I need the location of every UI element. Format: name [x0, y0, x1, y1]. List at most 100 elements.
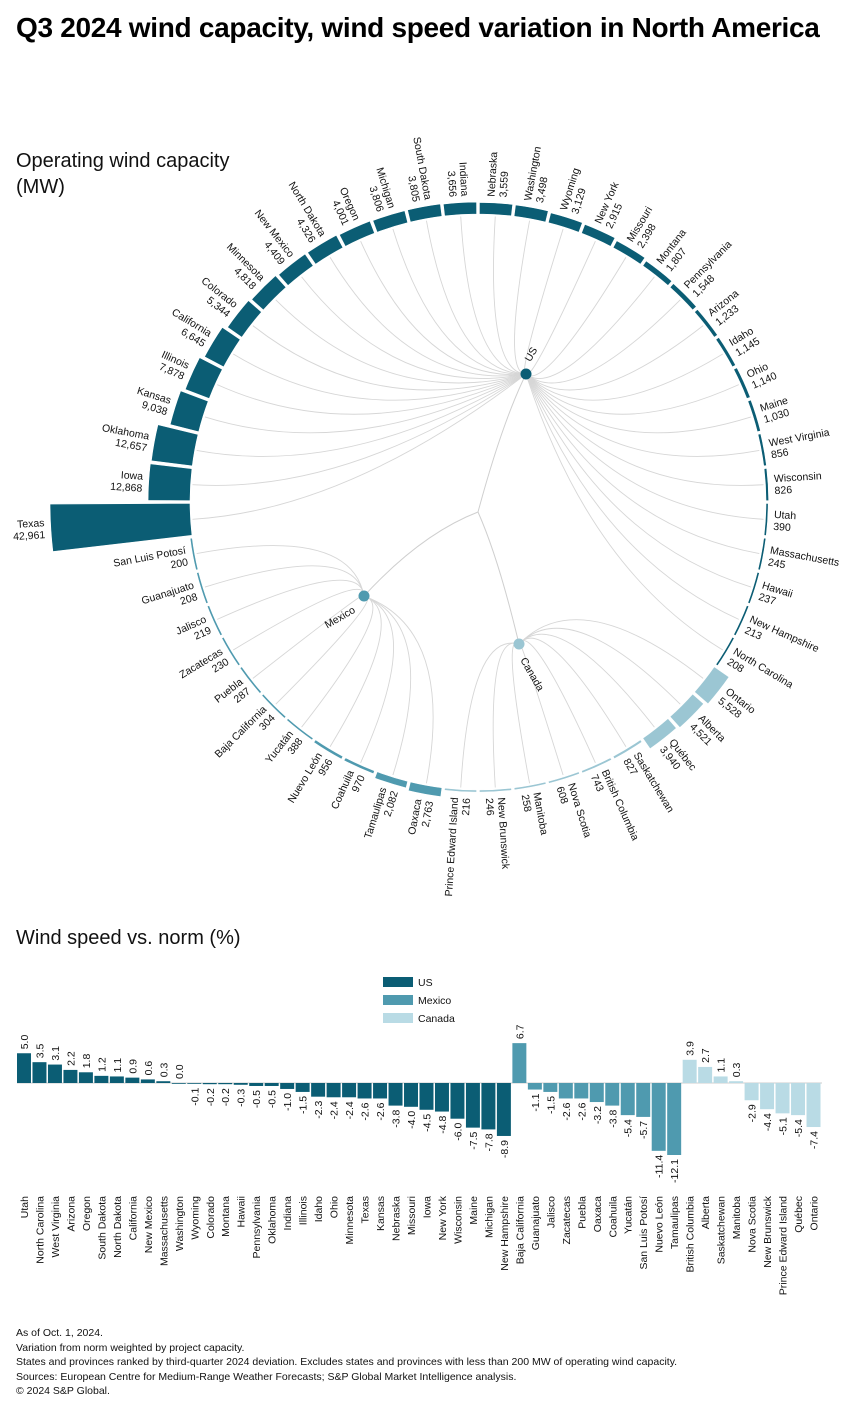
deviation-bar-yucatan — [620, 1083, 635, 1116]
link-utah — [525, 373, 764, 520]
value-label-oregon: 1.8 — [81, 1054, 93, 1069]
capacity-bar-south-dakota — [407, 203, 443, 223]
link-prince-edward-island — [460, 642, 520, 788]
node-us — [520, 368, 532, 380]
value-label-tamaulipas: -12.1 — [669, 1159, 681, 1183]
category-label-south-dakota: South Dakota — [96, 1196, 108, 1260]
capacity-bar-wyoming — [547, 212, 583, 233]
link-nuevo-leon — [329, 595, 382, 747]
capacity-label-name: Iowa — [120, 469, 143, 482]
value-label-arizona: 2.2 — [65, 1051, 77, 1066]
category-label-oaxaca: Oaxaca — [592, 1196, 604, 1232]
category-label-iowa: Iowa — [422, 1196, 434, 1218]
link-north-carolina — [525, 373, 723, 651]
value-label-north-carolina: 3.5 — [35, 1043, 47, 1058]
deviation-bar-ohio — [326, 1083, 341, 1098]
category-label-illinois: Illinois — [298, 1196, 310, 1225]
capacity-bar-massachusetts — [757, 537, 767, 571]
value-label-kansas: -2.6 — [375, 1102, 387, 1120]
capacity-label-value: 42,961 — [13, 529, 46, 543]
value-label-british-columbia: 3.9 — [685, 1041, 697, 1056]
capacity-bar-north-dakota — [307, 234, 344, 265]
link-colorado — [252, 325, 527, 391]
value-label-minnesota: -2.4 — [344, 1101, 356, 1119]
capacity-label-value: 200 — [170, 556, 190, 571]
capacity-bar-iowa — [147, 463, 193, 501]
deviation-bar-baja-california — [512, 1043, 527, 1083]
category-label-prince-edward-island: Prince Edward Island — [778, 1196, 790, 1295]
capacity-label-value: 12,657 — [114, 437, 148, 455]
category-label-manitoba: Manitoba — [731, 1196, 743, 1239]
deviation-bar-hawaii — [233, 1083, 248, 1085]
capacity-label-name: New Brunswick — [495, 797, 511, 870]
value-label-wisconsin: -6.0 — [453, 1123, 465, 1141]
node-label-canada: Canada — [517, 656, 546, 694]
deviation-bar-new-hampshire — [496, 1083, 511, 1136]
value-label-ontario: -7.4 — [809, 1131, 821, 1149]
capacity-bar-saskatchewan — [612, 739, 643, 760]
capacity-bar-alberta — [669, 693, 705, 729]
link-indiana — [460, 216, 527, 375]
link-hawaii — [525, 373, 752, 588]
value-label-hawaii: -0.3 — [236, 1089, 248, 1107]
capacity-bar-arizona — [694, 308, 718, 338]
footer-line: © 2024 S&P Global. — [16, 1385, 110, 1397]
link-pennsylvania — [525, 299, 681, 384]
category-label-utah: Utah — [19, 1196, 31, 1218]
capacity-bar-pennsylvania — [669, 283, 697, 311]
deviation-bar-maine — [465, 1083, 480, 1128]
deviation-bar-north-dakota — [109, 1076, 124, 1083]
value-label-saskatchewan: 1.1 — [716, 1058, 728, 1073]
capacity-bar-zacatecas — [221, 636, 241, 667]
legend-swatch-us — [383, 977, 413, 987]
deviation-bar-tamaulipas — [667, 1083, 682, 1155]
capacity-label-value: 3,559 — [497, 171, 511, 198]
capacity-label-value: 3,656 — [445, 170, 459, 197]
category-label-colorado: Colorado — [205, 1196, 217, 1239]
category-label-new-mexico: New Mexico — [143, 1196, 155, 1253]
category-label-british-columbia: British Columbia — [685, 1196, 697, 1273]
capacity-bar-missouri — [612, 240, 646, 265]
link-alberta — [518, 627, 681, 705]
category-label-wyoming: Wyoming — [189, 1196, 201, 1240]
category-label-arizona: Arizona — [65, 1196, 77, 1232]
capacity-bar-puebla — [239, 666, 262, 694]
capacity-bar-prince-edward-island — [444, 787, 477, 793]
value-label-maine: -7.5 — [468, 1131, 480, 1149]
deviation-bar-michigan — [481, 1083, 496, 1130]
legend-label-mexico: Mexico — [418, 995, 451, 1007]
value-label-ohio: -2.4 — [329, 1101, 341, 1119]
capacity-label-value: 208 — [179, 591, 199, 608]
link-oregon — [360, 241, 527, 376]
link-new-mexico — [301, 276, 527, 379]
value-label-quebec: -5.4 — [793, 1119, 805, 1137]
deviation-bar-missouri — [404, 1083, 418, 1107]
deviation-bar-manitoba — [729, 1081, 744, 1083]
capacity-label-value: 856 — [770, 446, 790, 461]
link-new-brunswick — [492, 642, 520, 788]
link-washington — [514, 220, 530, 375]
capacity-bar-guanajuato — [196, 571, 209, 604]
bar-subtitle: Wind speed vs. norm (%) — [16, 927, 241, 949]
category-label-north-carolina: North Carolina — [35, 1196, 47, 1264]
capacity-bar-kansas — [169, 390, 209, 433]
capacity-bar-north-carolina — [715, 636, 735, 667]
link-coahuila — [360, 595, 394, 763]
value-label-utah: 5.0 — [19, 1035, 31, 1050]
capacity-label-name: Nuevo León — [286, 750, 326, 805]
value-label-texas: -2.6 — [360, 1102, 372, 1120]
link-nebraska — [493, 216, 527, 375]
capacity-label-name: Wisconsin — [774, 470, 823, 485]
value-label-coahuila: -3.8 — [607, 1109, 619, 1127]
deviation-bar-jalisco — [543, 1083, 558, 1092]
